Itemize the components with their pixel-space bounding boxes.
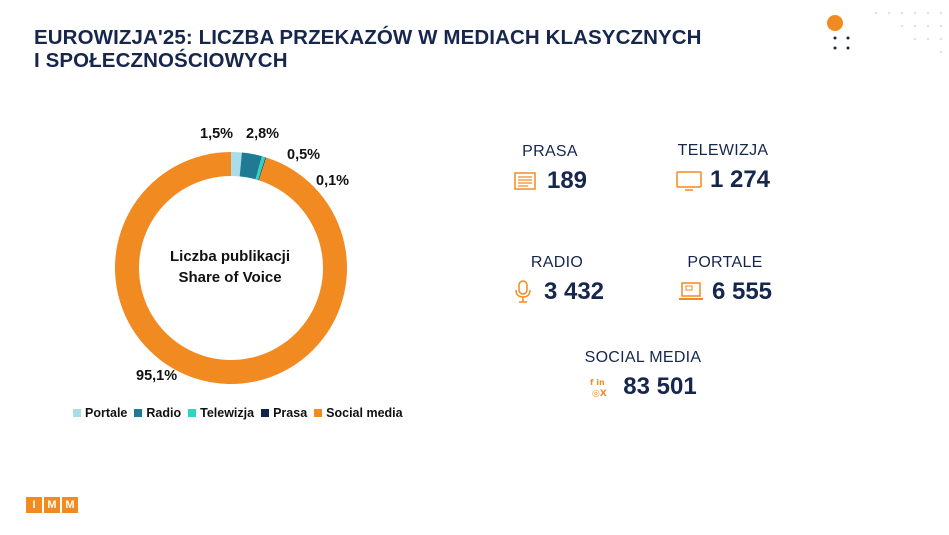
- logo-letter: M: [44, 497, 60, 513]
- pct-label-radio: 2,8%: [246, 126, 280, 142]
- pct-label-telewizja: 0,5%: [287, 147, 321, 163]
- stat-label: PORTALE: [687, 254, 763, 271]
- stat-social-media: SOCIAL MEDIA f in ◎X 83 501: [568, 349, 718, 401]
- legend-swatch: [261, 409, 270, 417]
- stat-label: RADIO: [530, 254, 584, 271]
- svg-text:◎X: ◎X: [592, 389, 607, 399]
- center-label-line-2: Share of Voice: [178, 269, 282, 286]
- legend-item-social-media: Social media: [314, 406, 403, 420]
- stat-value: 6 555: [711, 278, 773, 305]
- donut-slice-telewizja: [255, 156, 266, 181]
- legend-swatch: [188, 409, 197, 417]
- legend-item-telewizja: Telewizja: [188, 406, 254, 420]
- orange-dot: [827, 15, 843, 31]
- imm-logo: I M M: [26, 497, 78, 513]
- svg-text:f in: f in: [590, 378, 605, 387]
- microphone-icon: [515, 280, 531, 303]
- stat-radio: RADIO 3 432: [497, 254, 617, 306]
- page-title: EUROWIZJA'25: LICZBA PRZEKAZÓW W MEDIACH…: [34, 26, 774, 72]
- decorative-dots: [827, 11, 943, 54]
- logo-letter: M: [62, 497, 78, 513]
- legend-label: Radio: [146, 406, 182, 420]
- stat-label: SOCIAL MEDIA: [584, 349, 702, 366]
- donut-slice-prasa: [258, 157, 267, 181]
- stat-value: 189: [546, 167, 588, 194]
- stat-portale: PORTALE 6 555: [660, 254, 790, 306]
- stat-value: 83 501: [623, 373, 697, 400]
- pct-label-prasa: 0,1%: [316, 173, 350, 189]
- stat-prasa: PRASA 189: [490, 143, 610, 195]
- stat-label: PRASA: [522, 143, 578, 160]
- legend-swatch: [73, 409, 81, 417]
- stat-value: 1 274: [709, 166, 771, 193]
- legend-label: Social media: [326, 406, 403, 420]
- donut-center-label: Liczba publikacji Share of Voice: [150, 246, 310, 288]
- light-dots: [874, 11, 943, 54]
- tv-icon: [676, 171, 702, 191]
- title-line-2: I SPOŁECZNOŚCIOWYCH: [34, 49, 288, 72]
- legend-item-portale: Portale: [73, 406, 127, 420]
- pct-label-portale: 1,5%: [200, 126, 234, 142]
- donut-slice-radio: [239, 152, 262, 180]
- legend-item-prasa: Prasa: [261, 406, 307, 420]
- legend-label: Portale: [85, 406, 128, 420]
- logo-letter: I: [26, 497, 42, 513]
- legend-item-radio: Radio: [134, 406, 181, 420]
- legend-label: Telewizja: [200, 406, 255, 420]
- stat-label: TELEWIZJA: [677, 142, 769, 159]
- stat-telewizja: TELEWIZJA 1 274: [658, 142, 788, 194]
- social-media-icon: f in ◎X: [590, 378, 607, 399]
- newspaper-icon: [514, 172, 536, 190]
- stat-value: 3 432: [543, 278, 605, 305]
- laptop-icon: [678, 282, 703, 300]
- legend-label: Prasa: [273, 406, 308, 420]
- chart-legend: Portale Radio Telewizja Prasa Social med…: [73, 406, 403, 420]
- center-label-line-1: Liczba publikacji: [169, 248, 291, 265]
- pct-label-social-media: 95,1%: [136, 368, 178, 384]
- legend-swatch: [134, 409, 143, 417]
- title-line-1: EUROWIZJA'25: LICZBA PRZEKAZÓW W MEDIACH…: [34, 26, 702, 49]
- navy-dots: [833, 36, 850, 50]
- legend-swatch: [314, 409, 323, 417]
- donut-slice-portale: [231, 152, 242, 177]
